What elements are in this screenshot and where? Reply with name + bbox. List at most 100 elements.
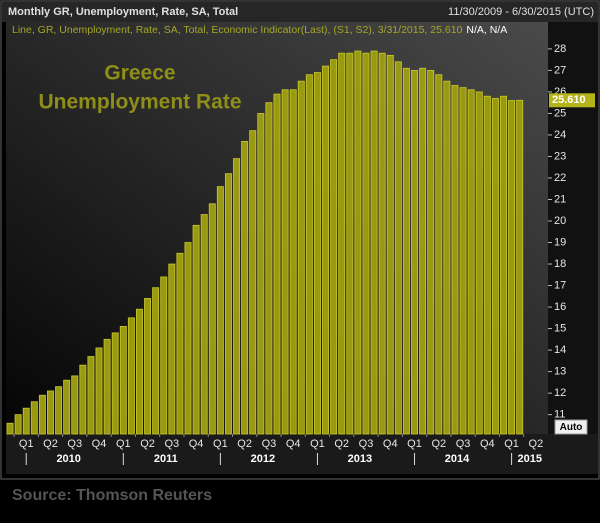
- bar: [216, 186, 224, 435]
- bar: [176, 252, 184, 435]
- bar: [103, 338, 111, 435]
- x-axis-area: [6, 434, 598, 474]
- x-tick-label: Q1: [213, 438, 228, 450]
- bar: [451, 85, 459, 435]
- bar: [289, 89, 297, 435]
- y-tick-label: 18: [554, 258, 566, 270]
- bar: [144, 298, 152, 435]
- auto-button-label[interactable]: Auto: [560, 422, 583, 433]
- bar: [233, 158, 241, 435]
- bar: [386, 54, 394, 435]
- bar: [136, 308, 143, 435]
- y-tick-label: 14: [554, 344, 566, 356]
- bar: [330, 59, 338, 435]
- bar: [394, 61, 402, 435]
- bar: [411, 70, 418, 435]
- x-tick-label: Q4: [92, 438, 107, 450]
- bar: [55, 386, 63, 435]
- x-tick-label: Q2: [431, 438, 446, 450]
- bar: [14, 414, 22, 435]
- bar: [38, 394, 46, 435]
- bar: [354, 50, 362, 435]
- x-tick-label: Q2: [140, 438, 155, 450]
- x-tick-label: Q3: [67, 438, 82, 450]
- bar: [47, 390, 54, 435]
- year-label: 2015: [518, 453, 542, 465]
- bar: [500, 95, 507, 435]
- bar: [297, 80, 305, 435]
- bar: [273, 93, 281, 435]
- auto-button[interactable]: [554, 419, 588, 435]
- y-tick-label: 11: [554, 409, 565, 421]
- y-tick-label: 22: [554, 172, 566, 184]
- x-tick-label: Q1: [116, 438, 131, 450]
- bar: [459, 87, 467, 435]
- bar: [6, 422, 14, 435]
- y-tick-label: 17: [554, 279, 566, 291]
- x-tick-label: Q2: [529, 438, 544, 450]
- last-value-box: [549, 93, 595, 108]
- bar: [305, 74, 313, 435]
- x-tick-label: Q1: [19, 438, 34, 450]
- bar: [508, 100, 516, 435]
- bar: [265, 102, 273, 435]
- x-tick-label: Q3: [164, 438, 179, 450]
- x-tick-label: Q1: [504, 438, 519, 450]
- y-tick-label: 25: [554, 107, 566, 119]
- x-tick-label: Q4: [189, 438, 204, 450]
- bar: [378, 52, 386, 435]
- x-tick-label: Q2: [43, 438, 58, 450]
- x-tick-label: Q2: [334, 438, 349, 450]
- annotation: Greece: [104, 62, 175, 85]
- bar: [516, 99, 524, 435]
- year-label: 2014: [445, 453, 470, 465]
- bar: [370, 50, 378, 435]
- bar: [192, 224, 200, 435]
- last-value-label: 25.610: [552, 94, 586, 106]
- bar: [224, 173, 232, 435]
- chart-title: Monthly GR, Unemployment, Rate, SA, Tota…: [8, 6, 238, 18]
- bar: [119, 326, 127, 435]
- source: Source: Thomson Reuters: [12, 487, 212, 504]
- x-tick-label: Q4: [480, 438, 495, 450]
- annotation: Unemployment Rate: [38, 91, 241, 114]
- y-tick-label: 27: [554, 64, 566, 76]
- y-tick-label: 23: [554, 150, 566, 162]
- bar: [346, 52, 354, 435]
- bar: [87, 356, 95, 435]
- y-axis-area: [548, 22, 598, 434]
- bar: [427, 70, 435, 435]
- x-tick-label: Q3: [262, 438, 277, 450]
- bar: [127, 317, 135, 435]
- bar: [111, 332, 119, 435]
- bar: [200, 214, 208, 435]
- bar: [402, 67, 410, 435]
- y-tick-label: 20: [554, 215, 566, 227]
- bar: [160, 276, 168, 435]
- x-tick-label: Q1: [310, 438, 325, 450]
- x-tick-label: Q1: [407, 438, 422, 450]
- bar: [475, 91, 483, 435]
- bar: [249, 130, 257, 435]
- bar: [208, 203, 216, 435]
- y-tick-label: 19: [554, 236, 566, 248]
- bar: [184, 242, 192, 435]
- y-tick-label: 13: [554, 366, 566, 378]
- bar: [338, 52, 346, 435]
- x-tick-label: Q2: [237, 438, 252, 450]
- bar: [241, 141, 249, 435]
- bar: [95, 347, 103, 435]
- y-tick-label: 28: [554, 43, 566, 55]
- x-tick-label: Q4: [383, 438, 398, 450]
- x-tick-label: Q4: [286, 438, 301, 450]
- x-tick-label: Q3: [456, 438, 471, 450]
- bar: [419, 67, 427, 435]
- y-tick-label: 12: [554, 387, 566, 399]
- bar: [467, 89, 475, 435]
- legend-extra: N/A, N/A: [466, 24, 507, 36]
- bar: [168, 263, 176, 435]
- frame: [0, 0, 600, 480]
- year-label: 2011: [154, 453, 178, 465]
- legend: Line, GR, Unemployment, Rate, SA, Total,…: [12, 24, 463, 36]
- bar: [22, 407, 30, 435]
